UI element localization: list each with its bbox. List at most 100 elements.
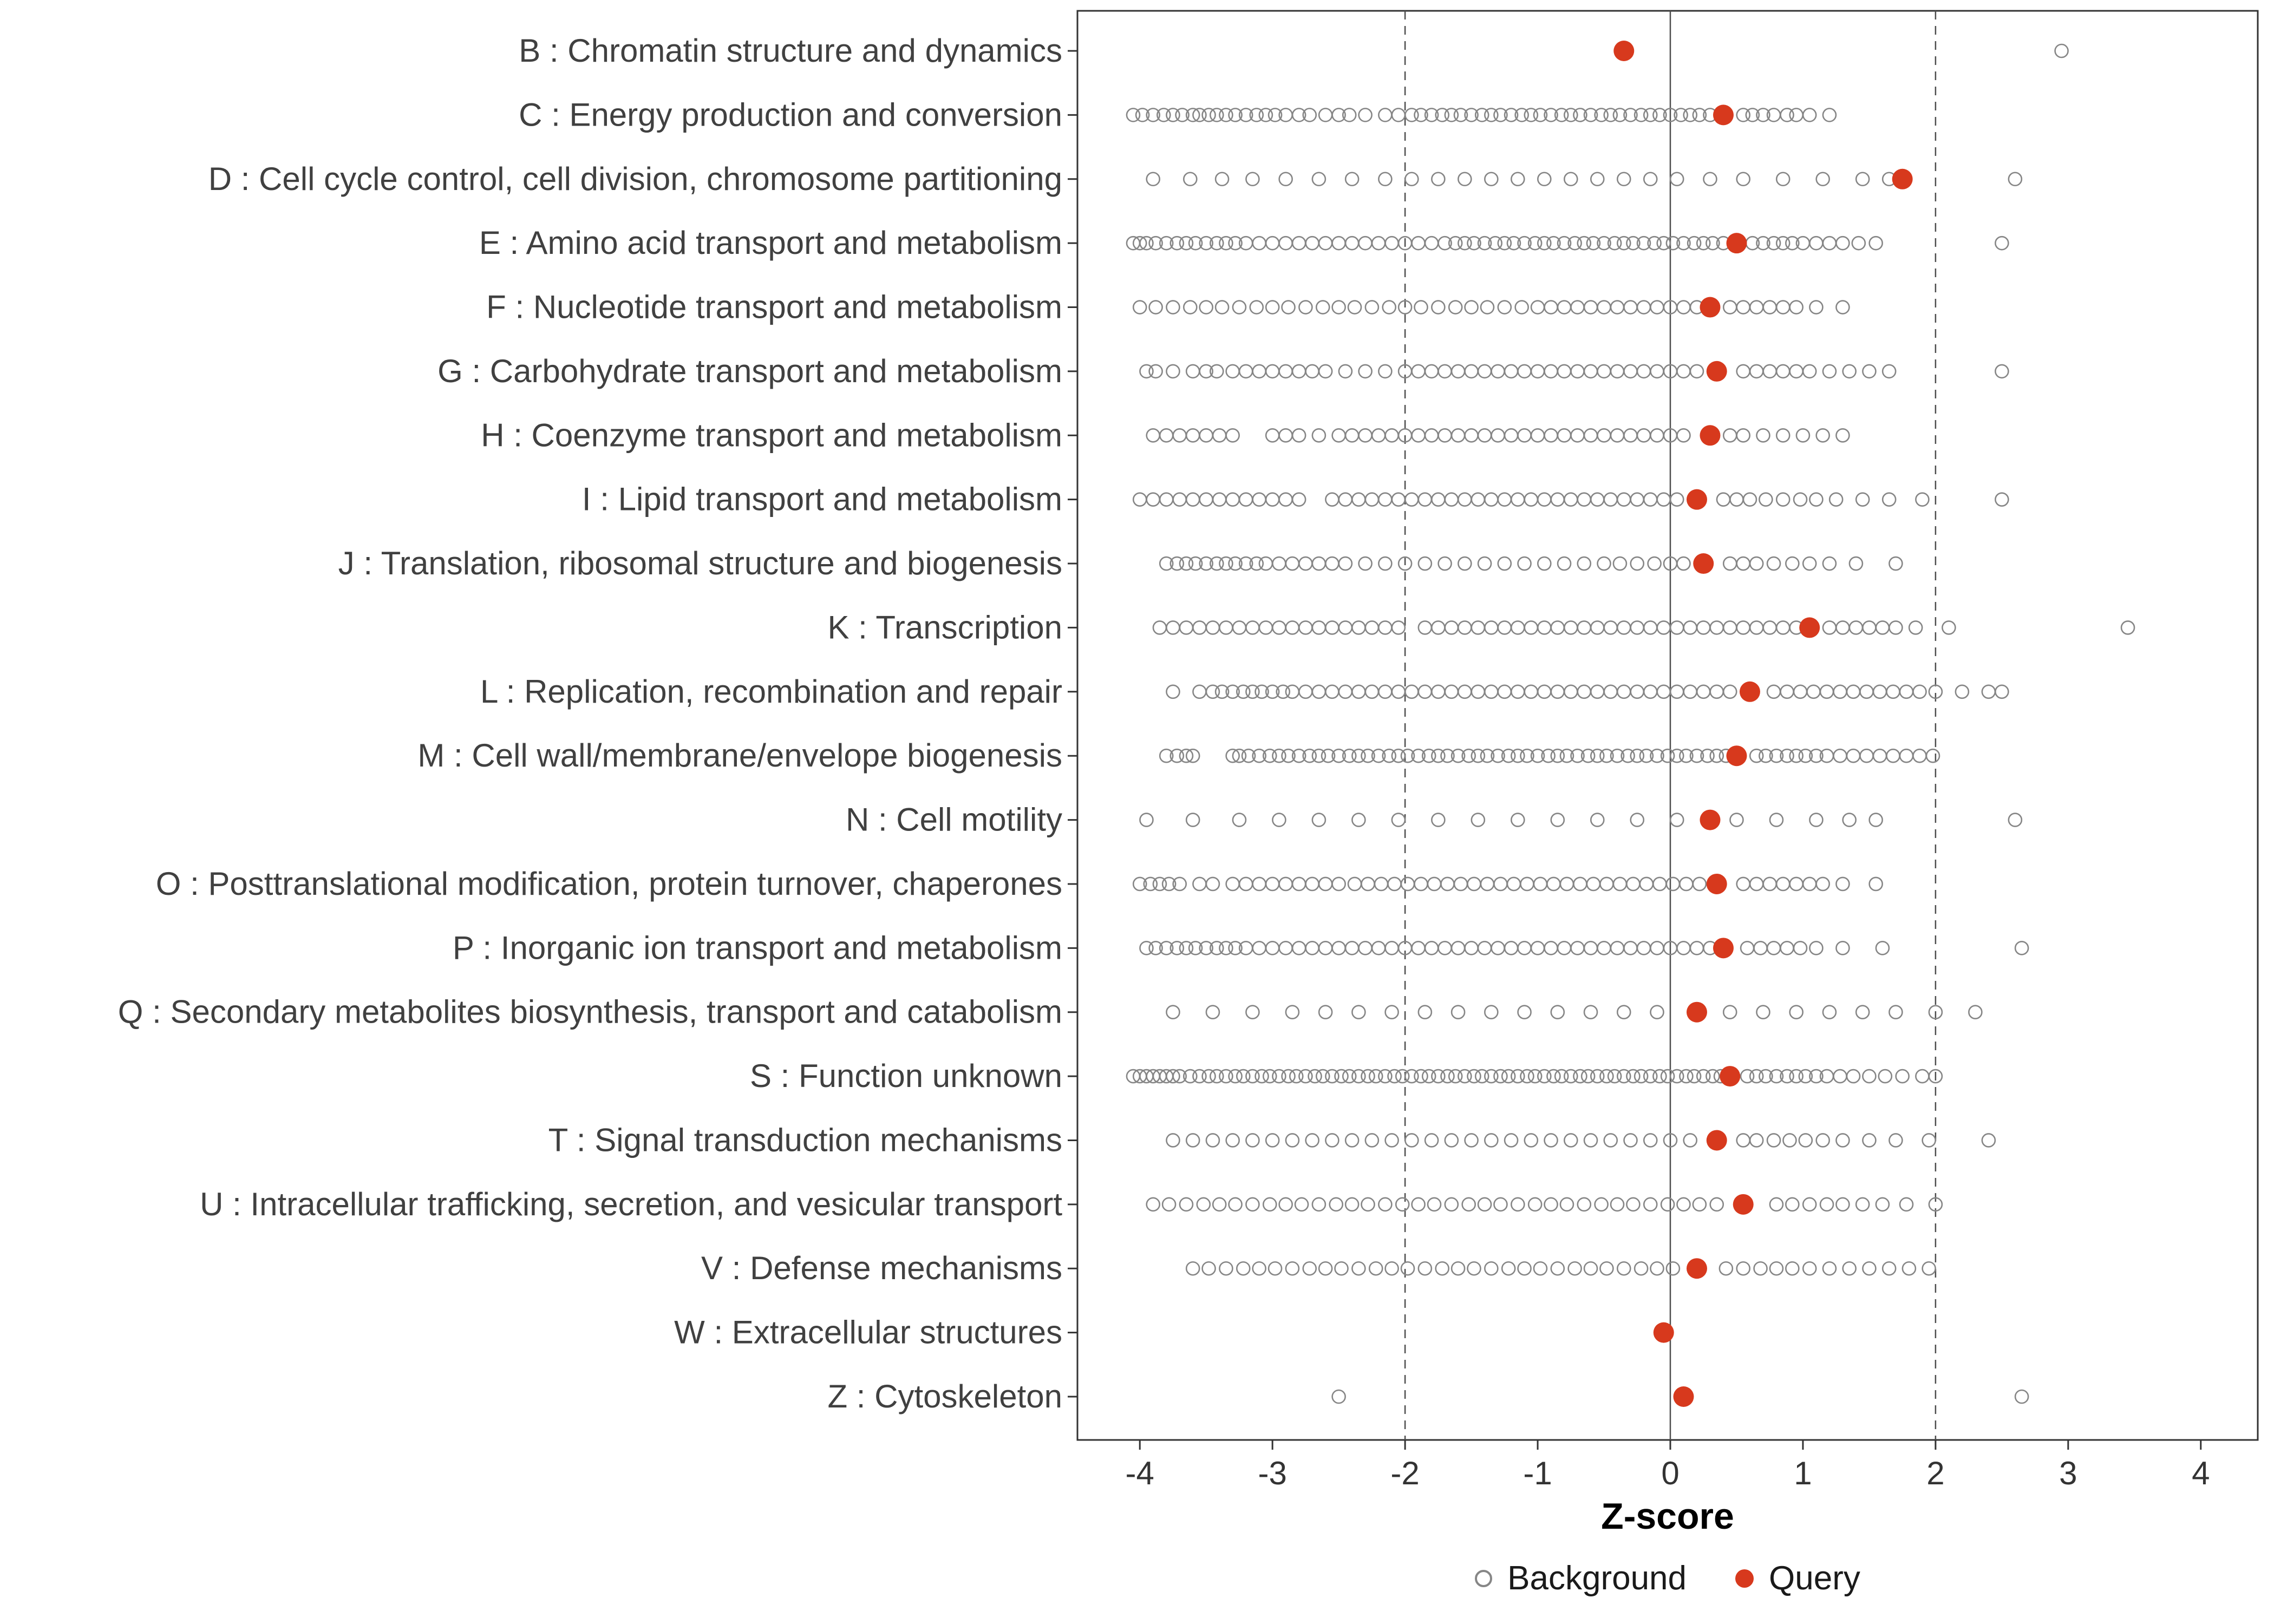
background-point <box>1368 1261 1383 1276</box>
background-point <box>1687 1069 1702 1084</box>
background-point <box>1285 1133 1300 1148</box>
category-label: M : Cell wall/membrane/envelope biogenes… <box>417 737 1062 774</box>
background-point <box>1272 813 1286 827</box>
background-point <box>1148 235 1163 251</box>
background-point <box>1740 1069 1755 1084</box>
background-point <box>1541 748 1556 763</box>
background-point <box>1159 748 1174 763</box>
background-point <box>1331 748 1346 763</box>
background-point <box>1302 108 1317 122</box>
background-point <box>1484 1261 1499 1276</box>
background-point <box>1152 876 1167 892</box>
background-point <box>1166 364 1180 379</box>
background-point <box>1633 1069 1649 1084</box>
background-point <box>1775 235 1791 251</box>
background-point <box>1862 1261 1877 1276</box>
background-point <box>1769 748 1784 763</box>
background-point <box>1669 813 1684 827</box>
background-point <box>1868 876 1883 892</box>
background-point <box>1517 1261 1532 1276</box>
background-point <box>1205 1133 1220 1148</box>
background-point <box>1669 748 1684 763</box>
background-point <box>1291 428 1306 443</box>
background-point <box>1321 748 1336 763</box>
background-point <box>1928 1069 1943 1084</box>
background-point <box>1594 108 1609 122</box>
background-point <box>1378 556 1393 571</box>
background-point <box>1219 941 1233 955</box>
background-point <box>1358 556 1373 571</box>
background-point <box>1156 108 1171 122</box>
background-point <box>1775 492 1791 507</box>
background-point <box>1573 108 1587 122</box>
x-tick-label: -1 <box>1523 1455 1552 1491</box>
background-point <box>1557 556 1572 571</box>
background-point <box>1922 1261 1936 1276</box>
background-point <box>1464 1133 1479 1148</box>
background-point <box>1311 813 1327 827</box>
background-point <box>1477 1197 1492 1212</box>
background-point <box>1769 1069 1784 1084</box>
background-point <box>1676 428 1691 443</box>
background-point <box>1331 108 1346 122</box>
background-point <box>1159 235 1174 251</box>
background-point <box>1148 300 1163 315</box>
background-point <box>1351 813 1366 827</box>
background-point <box>1431 1069 1446 1084</box>
background-point <box>1899 1197 1914 1212</box>
background-point <box>1185 1261 1200 1276</box>
background-point <box>1249 556 1264 571</box>
background-point <box>1855 1005 1870 1020</box>
background-point <box>1424 1133 1439 1148</box>
background-point <box>1533 1261 1548 1276</box>
background-point <box>1267 108 1283 122</box>
background-point <box>1192 1069 1207 1084</box>
background-point <box>1815 876 1830 892</box>
background-point <box>1599 1261 1614 1276</box>
background-point <box>1822 108 1837 122</box>
x-tick-label: 2 <box>1926 1455 1944 1491</box>
background-point <box>1205 684 1220 699</box>
background-point <box>1228 556 1243 571</box>
background-point <box>1262 1069 1277 1084</box>
query-point <box>1733 1194 1754 1215</box>
background-point <box>1689 748 1704 763</box>
background-point <box>1437 235 1452 251</box>
background-point <box>1440 748 1455 763</box>
background-point <box>1371 748 1386 763</box>
background-point <box>1305 1133 1319 1148</box>
background-point <box>1636 235 1651 251</box>
background-point <box>1236 684 1251 699</box>
background-point <box>1995 235 2009 251</box>
background-point <box>1166 1005 1180 1020</box>
background-point <box>1559 748 1574 763</box>
background-point <box>1467 1261 1481 1276</box>
background-point <box>1676 1197 1691 1212</box>
background-point <box>1201 108 1216 122</box>
background-point <box>1650 1005 1664 1020</box>
background-point <box>1835 1133 1850 1148</box>
background-point <box>1480 748 1495 763</box>
background-point <box>1511 172 1525 187</box>
background-point <box>1544 1197 1558 1212</box>
background-point <box>1411 748 1426 763</box>
background-point <box>1612 108 1628 122</box>
background-point <box>1802 556 1817 571</box>
background-point <box>1557 235 1572 251</box>
background-point <box>1889 620 1903 635</box>
background-point <box>1252 748 1266 763</box>
background-point <box>1414 300 1428 315</box>
background-point <box>1692 108 1707 122</box>
background-point <box>1214 172 1230 187</box>
background-point <box>1311 748 1327 763</box>
background-point <box>1219 235 1233 251</box>
background-point <box>1663 108 1678 122</box>
background-point <box>1550 813 1565 827</box>
background-point <box>1785 235 1800 251</box>
background-point <box>1188 556 1203 571</box>
background-point <box>1511 813 1525 827</box>
background-point <box>1219 108 1233 122</box>
background-point <box>1232 300 1247 315</box>
background-point <box>1318 1005 1333 1020</box>
category-label: U : Intracellular trafficking, secretion… <box>200 1186 1062 1222</box>
